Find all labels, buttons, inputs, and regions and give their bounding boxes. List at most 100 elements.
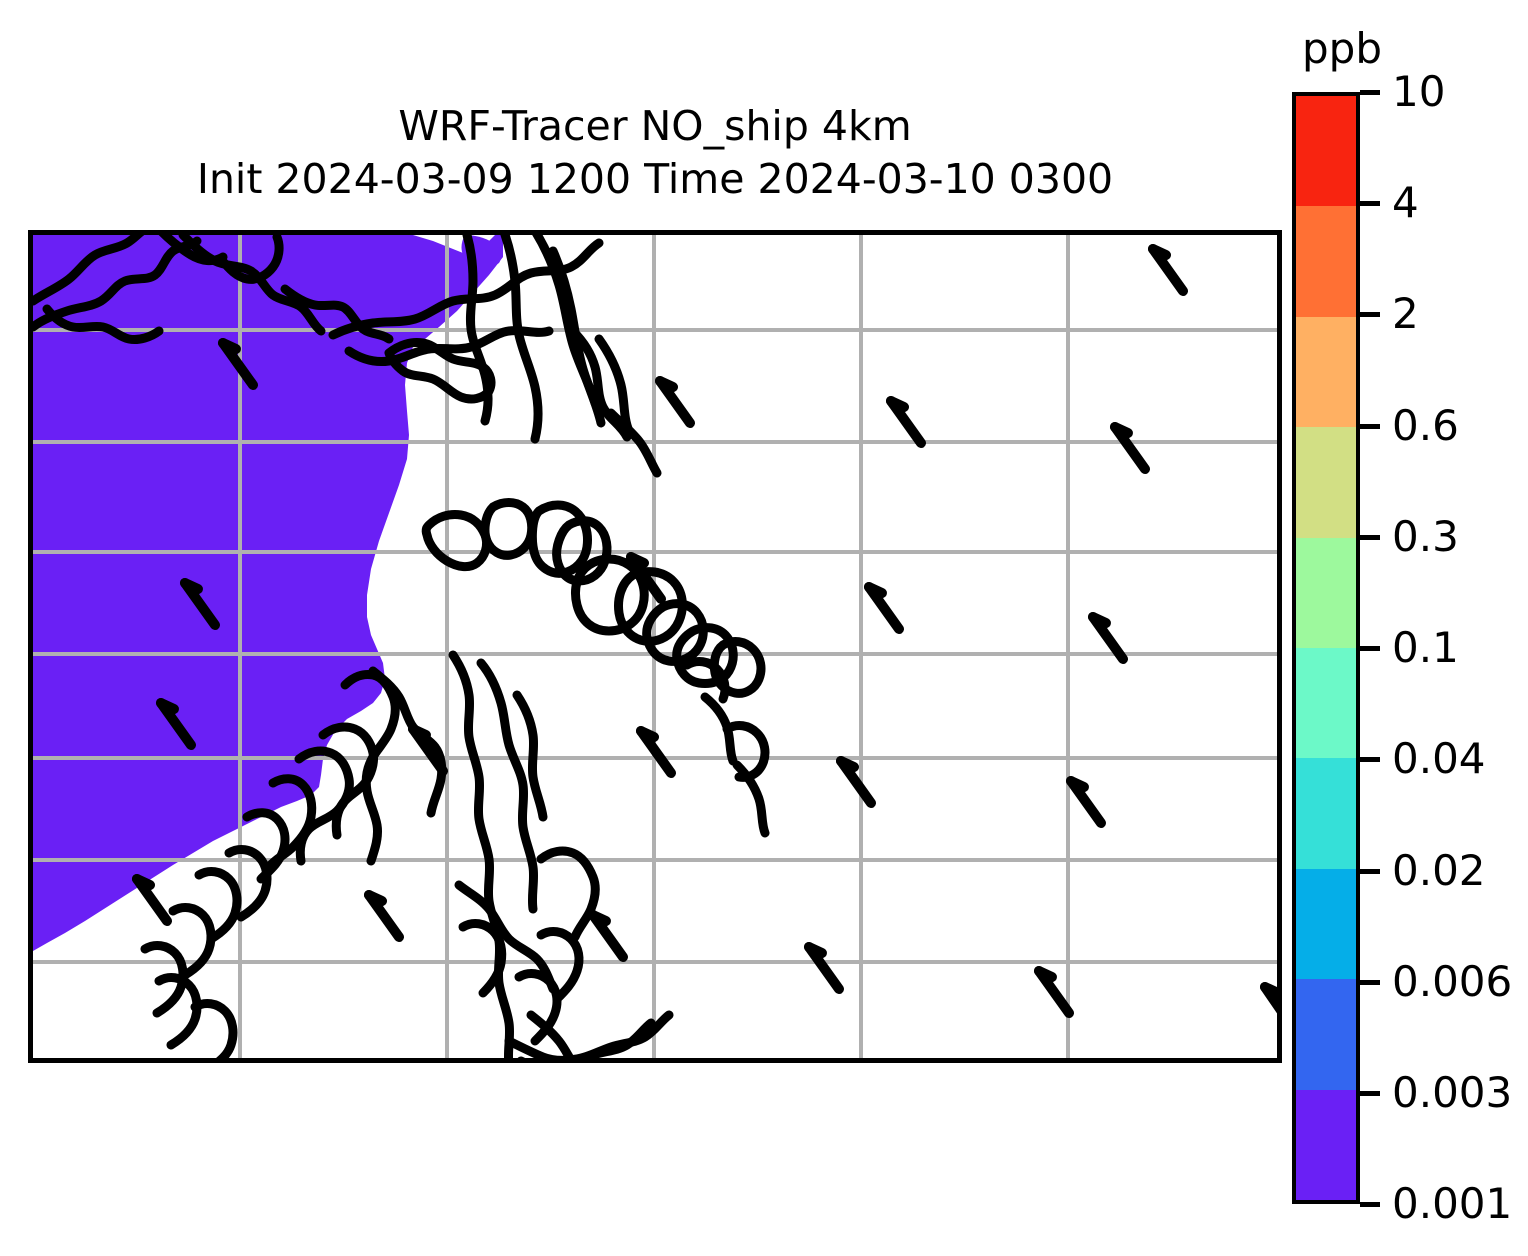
colorbar-band-3 — [1296, 868, 1356, 980]
tick-mark — [1360, 200, 1380, 206]
wind-barb — [626, 552, 666, 604]
tick-label: 0.006 — [1392, 957, 1513, 1006]
map-plot-area[interactable] — [28, 230, 1282, 1063]
wind-barb — [886, 396, 926, 448]
colorbar[interactable] — [1292, 92, 1360, 1204]
tick-label: 0.1 — [1392, 623, 1459, 672]
wind-barbs-layer — [132, 244, 1277, 1018]
tick-label: 10 — [1392, 67, 1446, 116]
tick-mark — [1360, 423, 1380, 429]
coastline-east-arc-2 — [344, 326, 554, 366]
wind-barb — [1066, 776, 1106, 828]
coastline-se-2 — [454, 880, 558, 994]
map-graphics-layer — [33, 235, 1277, 1058]
title-line-1: WRF-Tracer NO_ship 4km — [398, 102, 912, 150]
tick-mark — [1360, 645, 1380, 651]
colorbar-band-1 — [1296, 1089, 1356, 1201]
coastline-east-frag-3 — [722, 721, 770, 782]
title-line-2: Init 2024-03-09 1200 Time 2024-03-10 030… — [196, 155, 1114, 204]
wind-barb — [804, 942, 844, 994]
tick-label: 0.04 — [1392, 734, 1486, 783]
island-7 — [642, 599, 708, 666]
wind-barb — [1034, 966, 1074, 1018]
tick-label: 0.003 — [1392, 1068, 1513, 1117]
tick-label: 0.02 — [1392, 846, 1486, 895]
wind-barb — [218, 338, 258, 390]
coastline-north-c — [42, 304, 164, 344]
island-4 — [552, 516, 612, 586]
coastline-layer — [33, 235, 770, 1058]
coastline-west-arch-12 — [190, 999, 238, 1058]
coastline-west-arch-11 — [154, 973, 202, 1050]
coastline-inlet-1 — [216, 235, 284, 284]
island-5 — [571, 554, 649, 636]
coastline-north-b — [33, 236, 202, 332]
tick-mark — [1360, 534, 1380, 540]
tick-label: 0.3 — [1392, 512, 1459, 561]
coastline-east-frag-4 — [732, 760, 770, 838]
island-3 — [527, 500, 592, 578]
map-canvas — [33, 235, 1277, 1058]
coastline-spine-2 — [476, 658, 539, 914]
coastline-north-peninsula — [178, 235, 326, 336]
tick-mark — [1360, 868, 1380, 874]
wind-barb — [408, 724, 448, 776]
coastline-west-arch-8 — [194, 867, 242, 944]
chart-title: WRF-Tracer NO_ship 4km Init 2024-03-09 1… — [28, 100, 1282, 207]
colorbar-band-10 — [1296, 96, 1356, 207]
island-1 — [421, 510, 492, 572]
wind-barb — [156, 698, 196, 750]
island-2 — [480, 498, 537, 560]
colorbar-band-8 — [1296, 316, 1356, 428]
tick-mark — [1360, 311, 1380, 317]
tick-label: 4 — [1392, 178, 1419, 227]
tick-mark — [1360, 756, 1380, 762]
coastline-west-arch-9 — [168, 903, 216, 980]
wind-barb — [1260, 982, 1277, 1014]
island-6 — [614, 567, 687, 646]
colorbar-band-2 — [1296, 979, 1356, 1090]
coastline-fjord-2 — [500, 235, 543, 444]
coastline-se-3 — [458, 919, 507, 998]
tick-label: 0.6 — [1392, 401, 1459, 450]
wind-barb — [1088, 612, 1128, 664]
coastline-tip-1 — [606, 408, 662, 478]
colorbar-band-9 — [1296, 206, 1356, 317]
coastline-se-tip-2 — [517, 1018, 656, 1058]
wind-barb — [655, 376, 695, 428]
coastline-north-bay — [280, 284, 394, 344]
coastline-fjord-1 — [462, 235, 493, 426]
contour-band-0p001 — [33, 235, 503, 951]
colorbar-bands — [1292, 92, 1360, 1204]
tick-label: 2 — [1392, 289, 1419, 338]
wind-barb — [1148, 244, 1188, 296]
coastline-west-arch-6 — [242, 808, 290, 884]
coastline-west-arch-7 — [224, 845, 272, 922]
coastline-east-frag-1 — [682, 657, 730, 704]
wind-barb — [180, 578, 220, 630]
colorbar-band-6 — [1296, 537, 1356, 649]
tick-mark — [1360, 89, 1380, 95]
wind-barb — [588, 910, 628, 962]
colorbar-band-4 — [1296, 758, 1356, 869]
tick-mark — [1360, 1090, 1380, 1096]
coastline-spur-b — [594, 334, 634, 436]
coastline-spine — [448, 650, 515, 1058]
wind-barb — [364, 890, 404, 942]
wind-barb — [132, 874, 172, 926]
wind-barb — [836, 756, 876, 808]
tick-mark — [1360, 1201, 1380, 1207]
coastline-north-main — [33, 235, 145, 306]
tick-mark — [1360, 979, 1380, 985]
wind-barb — [1110, 422, 1150, 474]
coastline-se-4 — [536, 927, 584, 1004]
colorbar-band-7 — [1296, 427, 1356, 538]
coastline-spine-3 — [512, 690, 548, 822]
wind-barb — [636, 726, 676, 778]
coastline-se-6 — [526, 1010, 575, 1058]
colorbar-unit-label: ppb — [1302, 24, 1382, 73]
wind-barb — [864, 582, 904, 634]
colorbar-band-5 — [1296, 648, 1356, 759]
coastline-west-arch-10 — [140, 941, 188, 1018]
